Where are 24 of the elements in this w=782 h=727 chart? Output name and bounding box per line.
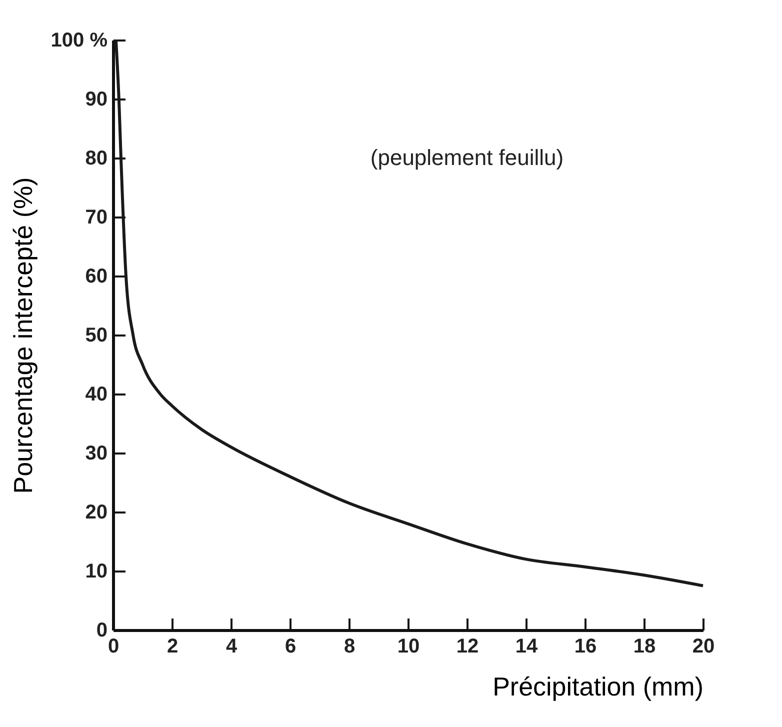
x-tick-label: 8 [344, 636, 356, 658]
x-tick-label: 2 [166, 636, 178, 658]
y-tick-label: 50 [85, 324, 108, 346]
x-tick-label: 6 [284, 636, 296, 658]
y-tick-label: 100 % [50, 30, 108, 52]
y-tick-label: 90 [85, 88, 108, 110]
x-tick-label: 20 [692, 636, 715, 658]
y-axis-title: Pourcentage intercepté (%) [8, 177, 38, 494]
x-tick-label: 16 [574, 636, 597, 658]
y-tick-label: 70 [85, 206, 108, 228]
x-tick-label: 18 [633, 636, 656, 658]
annotation: (peuplement feuillu) [370, 145, 564, 170]
x-tick-label: 10 [397, 636, 420, 658]
x-axis-title: Précipitation (mm) [492, 672, 704, 702]
y-tick-label: 60 [85, 266, 108, 288]
y-tick-label: 0 [96, 620, 108, 642]
y-tick-label: 30 [85, 442, 108, 464]
y-tick-label: 20 [85, 502, 108, 524]
x-tick-label: 14 [515, 636, 538, 658]
y-tick-label: 10 [85, 560, 108, 582]
x-tick-label: 4 [226, 636, 238, 658]
y-tick-label: 80 [85, 148, 108, 170]
x-tick-label: 12 [456, 636, 479, 658]
y-tick-label: 40 [85, 384, 108, 406]
